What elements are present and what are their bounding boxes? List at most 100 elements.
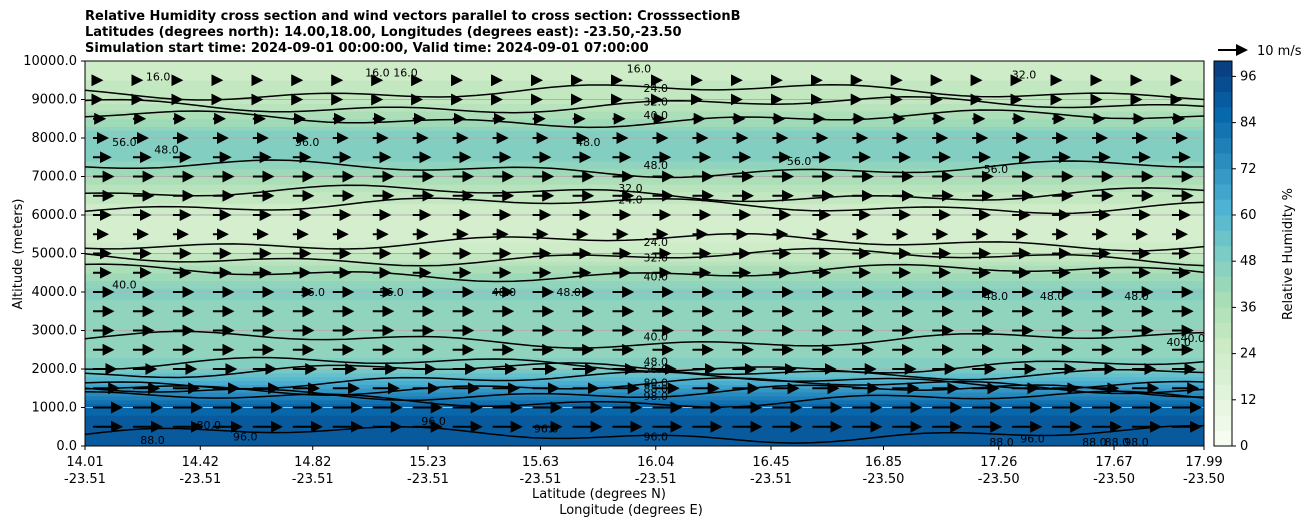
humidity-band [85, 307, 1204, 312]
colorbar-segment [1214, 215, 1232, 231]
colorbar-tick-label: 12 [1240, 393, 1257, 408]
humidity-band [85, 372, 1204, 378]
colorbar-segment [1214, 245, 1232, 262]
humidity-band [85, 64, 1204, 70]
colorbar-segment [1214, 91, 1232, 108]
humidity-band [85, 126, 1204, 131]
humidity-band [85, 199, 1204, 204]
humidity-band [85, 288, 1204, 293]
humidity-band [85, 434, 1204, 439]
x-tick-label-longitude: -23.51 [292, 472, 334, 487]
contour-label: 40.0 [1181, 332, 1206, 345]
humidity-band [85, 318, 1204, 324]
colorbar-segment [1214, 307, 1232, 324]
humidity-band [85, 68, 1204, 74]
contour-label: 16.0 [146, 70, 171, 83]
x-tick-label-latitude: 17.67 [1095, 455, 1132, 470]
humidity-band [85, 430, 1204, 435]
humidity-band [85, 326, 1204, 331]
humidity-band [85, 157, 1204, 162]
humidity-band [85, 184, 1204, 189]
x-tick-label-latitude: 14.82 [294, 455, 331, 470]
x-tick-label-latitude: 17.26 [980, 455, 1017, 470]
x-tick-label-latitude: 16.45 [752, 455, 789, 470]
contour-line-48.0 [85, 356, 1204, 374]
x-tick-label-longitude: -23.51 [64, 472, 106, 487]
y-tick-label: 10000.0 [23, 54, 77, 69]
humidity-band [85, 138, 1204, 143]
humidity-band [85, 442, 1204, 446]
contour-label: 40.0 [112, 278, 137, 291]
contour-line-88.0 [85, 390, 1204, 408]
humidity-band [85, 403, 1204, 408]
colorbar-tick-label: 84 [1240, 116, 1257, 131]
humidity-band [85, 172, 1204, 177]
title-line-2: Latitudes (degrees north): 14.00,18.00, … [85, 25, 682, 40]
humidity-band [85, 261, 1204, 266]
humidity-band [85, 107, 1204, 112]
contour-label: 96.0 [643, 430, 668, 443]
colorbar-segment [1214, 292, 1232, 308]
colorbar-tick-label: 48 [1240, 254, 1257, 269]
humidity-band [85, 280, 1204, 285]
colorbar-segment [1214, 430, 1232, 447]
humidity-band [85, 191, 1204, 197]
humidity-band [85, 422, 1204, 428]
colorbar-segment [1214, 261, 1232, 277]
humidity-band [85, 365, 1204, 370]
y-tick-label: 2000.0 [32, 362, 78, 377]
humidity-band [85, 265, 1204, 270]
humidity-band [85, 234, 1204, 239]
x-tick-label-latitude: 14.42 [182, 455, 219, 470]
x-tick-label-longitude: -23.51 [520, 472, 562, 487]
contour-label: 88.0 [1082, 436, 1107, 449]
humidity-band [85, 61, 1204, 66]
contour-label: 98.0 [1124, 436, 1149, 449]
humidity-band [85, 295, 1204, 301]
humidity-band [85, 118, 1204, 124]
y-axis: 0.0 1000.0 2000.0 3000.0 4000.0 5000.0 6000.0 7… [23, 54, 85, 454]
contour-label: 40.0 [643, 109, 668, 122]
humidity-band [85, 357, 1204, 362]
humidity-band [85, 388, 1204, 393]
colorbar-tick-label: 72 [1240, 162, 1257, 177]
humidity-band [85, 164, 1204, 170]
humidity-band [85, 176, 1204, 181]
humidity-band [85, 284, 1204, 289]
colorbar-label: Relative Humidity % [1281, 188, 1296, 320]
contour-label: 24.0 [643, 82, 668, 95]
humidity-band [85, 338, 1204, 343]
x-tick-label-longitude: -23.50 [1093, 472, 1135, 487]
humidity-band [85, 80, 1204, 85]
contour-label: 96.0 [233, 430, 258, 443]
humidity-band [85, 103, 1204, 108]
humidity-band [85, 311, 1204, 316]
contour-label: 16.0 [393, 67, 418, 80]
colorbar-segment [1214, 168, 1232, 185]
title-line-3: Simulation start time: 2024-09-01 00:00:… [85, 41, 649, 56]
contour-line-40.0 [85, 330, 1204, 349]
y-tick-label: 1000.0 [32, 401, 78, 416]
humidity-band [85, 153, 1204, 158]
colorbar: 0 12 24 36 48 60 72 84 96 [1213, 60, 1257, 454]
wind-reference-label: 10 m/s [1257, 44, 1302, 59]
x-tick-label-latitude: 15.63 [522, 455, 559, 470]
humidity-band [85, 376, 1204, 382]
colorbar-segment [1214, 107, 1232, 123]
x-tick-label-longitude: -23.50 [863, 472, 905, 487]
x-tick-label-latitude: 17.99 [1185, 455, 1222, 470]
x-tick-label-latitude: 15.23 [409, 455, 446, 470]
contour-label: 32.0 [618, 182, 643, 195]
contour-label: 98.0 [643, 390, 668, 403]
x-tick-label-latitude: 16.85 [865, 455, 902, 470]
humidity-band [85, 419, 1204, 424]
y-tick-label: 4000.0 [32, 285, 78, 300]
colorbar-tick-label: 60 [1240, 208, 1257, 223]
humidity-band [85, 215, 1204, 220]
colorbar-tick-label: 96 [1240, 69, 1257, 84]
humidity-band [85, 411, 1204, 416]
colorbar-frame [1213, 60, 1233, 447]
humidity-band [85, 392, 1204, 397]
humidity-band [85, 203, 1204, 208]
contour-labels: 96.088.080.0 96.096.098.088.080.056.048.0… [112, 63, 1206, 449]
